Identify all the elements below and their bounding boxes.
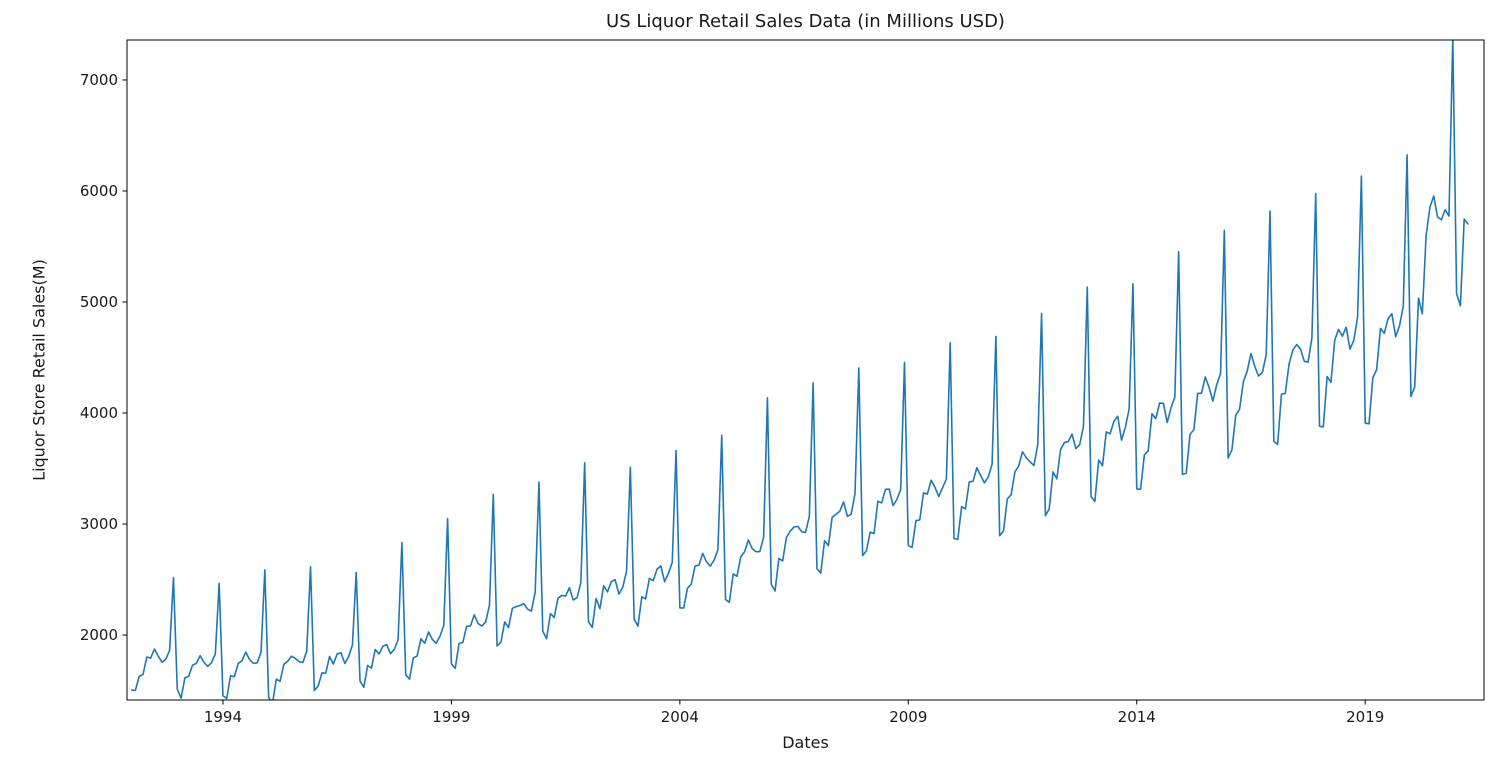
y-tick-label: 2000	[80, 626, 118, 644]
sales-line-series	[130, 40, 1469, 700]
x-axis-label: Dates	[782, 733, 829, 752]
chart-title: US Liquor Retail Sales Data (in Millions…	[606, 11, 1005, 32]
y-tick-label: 5000	[80, 293, 118, 311]
plot-area	[127, 40, 1484, 700]
y-tick-label: 7000	[80, 71, 118, 89]
y-axis-label: Liquor Store Retail Sales(M)	[29, 259, 49, 481]
y-tick-label: 4000	[80, 404, 118, 422]
x-tick-label: 1994	[204, 708, 242, 726]
x-tick-label: 2019	[1346, 708, 1384, 726]
y-tick-label: 6000	[80, 182, 118, 200]
x-tick-label: 2009	[889, 708, 927, 726]
x-tick-label: 2014	[1118, 708, 1156, 726]
x-tick-label: 2004	[661, 708, 699, 726]
x-tick-label: 1999	[432, 708, 470, 726]
plot-spines	[126, 39, 1485, 701]
y-tick-label: 3000	[80, 515, 118, 533]
